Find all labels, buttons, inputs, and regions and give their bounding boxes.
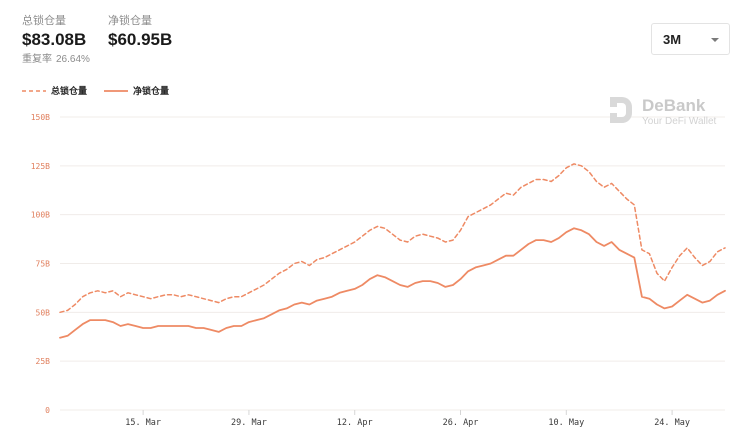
y-tick-label: 125B	[31, 162, 50, 171]
legend-item-total[interactable]: 总锁仓量	[22, 84, 87, 97]
net-tvl-value: $60.95B	[108, 30, 173, 49]
debank-watermark: DeBank Your DeFi Wallet	[610, 97, 716, 128]
x-tick-label: 10. May	[548, 418, 584, 428]
total-tvl-value: $83.08B	[22, 30, 87, 49]
net-tvl-label: 净锁仓量	[108, 15, 152, 27]
x-tick-label: 24. May	[654, 418, 690, 428]
x-tick-label: 15. Mar	[125, 418, 161, 428]
net-tvl-stat: 净锁仓量 $60.95B	[108, 14, 172, 51]
legend-label-net: 净锁仓量	[133, 86, 170, 96]
brand-tagline: Your DeFi Wallet	[642, 116, 717, 127]
repeat-rate-value: 26.64%	[56, 54, 90, 65]
x-tick-label: 12. Apr	[337, 418, 373, 428]
y-tick-label: 25B	[36, 357, 51, 366]
y-tick-label: 50B	[36, 308, 51, 317]
time-range-value: 3M	[663, 32, 682, 47]
brand-name: DeBank	[642, 96, 706, 115]
chevron-down-icon	[711, 38, 719, 42]
total-tvl-label: 总锁仓量	[22, 15, 66, 27]
debank-logo-icon	[610, 97, 632, 123]
dashed-line-icon	[22, 89, 46, 92]
total-tvl-stat: 总锁仓量 $83.08B	[22, 14, 86, 51]
series-line-net	[59, 227, 726, 339]
time-range-select[interactable]: 3M	[651, 23, 730, 55]
solid-line-icon	[104, 89, 128, 92]
y-tick-label: 0	[45, 406, 50, 415]
series-line-total	[59, 163, 726, 314]
repeat-rate-label: 重复率	[22, 54, 52, 65]
x-tick-label: 26. Apr	[443, 418, 479, 428]
legend-item-net[interactable]: 净锁仓量	[104, 84, 169, 97]
y-tick-label: 100B	[31, 211, 50, 220]
repeat-rate: 重复率 26.64%	[22, 50, 90, 65]
legend-label-total: 总锁仓量	[51, 86, 88, 96]
y-tick-label: 75B	[36, 260, 51, 269]
x-tick-label: 29. Mar	[231, 418, 267, 428]
y-tick-label: 150B	[31, 113, 50, 122]
